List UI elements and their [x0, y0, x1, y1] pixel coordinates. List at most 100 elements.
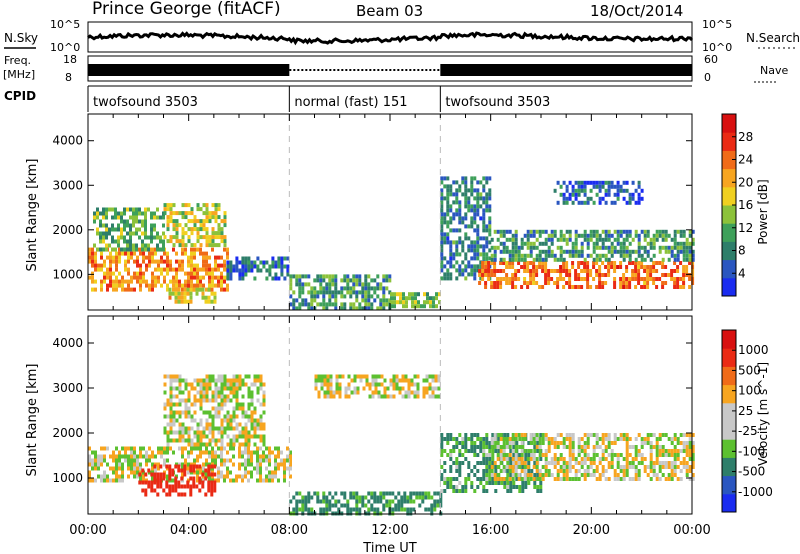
power-cell	[440, 252, 444, 257]
power-cell	[505, 261, 509, 265]
velocity-cell	[511, 477, 515, 481]
power-cell	[193, 227, 197, 232]
velocity-cell	[523, 437, 527, 441]
power-cell	[132, 231, 135, 236]
power-cell	[220, 255, 223, 260]
power-cell	[156, 243, 159, 248]
power-cell	[613, 277, 617, 281]
power-cell	[370, 306, 374, 311]
power-cell	[120, 231, 123, 236]
power-cell	[142, 255, 145, 260]
velocity-cell	[213, 488, 217, 493]
velocity-cell	[172, 378, 176, 383]
power-cell	[151, 287, 154, 292]
velocity-cell	[544, 437, 548, 441]
freq-unit-label: [MHz]	[3, 68, 35, 81]
power-cell	[607, 192, 611, 197]
power-cell	[277, 264, 281, 269]
velocity-cell	[235, 438, 239, 443]
power-cell	[105, 223, 108, 228]
velocity-cell	[259, 478, 262, 483]
power-cell	[111, 247, 114, 252]
power-cell	[532, 257, 536, 262]
power-cell	[286, 256, 290, 261]
velocity-cell	[682, 433, 686, 437]
power-cell	[449, 276, 453, 281]
power-colorbar-label: Power [dB]	[756, 179, 770, 244]
power-cell	[643, 257, 647, 262]
power-cell	[123, 235, 126, 240]
power-cell	[685, 245, 689, 250]
velocity-cell	[440, 453, 444, 457]
velocity-cell	[476, 461, 480, 465]
velocity-cell	[452, 485, 456, 489]
power-cell	[364, 306, 368, 311]
power-cell	[580, 184, 584, 189]
power-cell	[541, 241, 545, 246]
power-cell	[262, 264, 266, 269]
velocity-cell	[637, 477, 641, 481]
velocity-cell	[168, 472, 172, 477]
velocity-cell	[425, 386, 429, 391]
power-cell	[640, 261, 644, 265]
power-cell	[464, 212, 468, 217]
velocity-cell	[169, 390, 173, 395]
power-cell	[123, 219, 126, 224]
velocity-cell	[142, 446, 145, 451]
velocity-cell	[256, 450, 259, 455]
power-cell	[156, 207, 159, 212]
velocity-cell	[150, 480, 154, 485]
power-cell	[313, 290, 317, 295]
velocity-cell	[313, 491, 317, 496]
velocity-cell	[559, 477, 563, 481]
power-cell	[340, 294, 344, 299]
velocity-cell	[458, 489, 462, 493]
velocity-cell	[490, 441, 494, 445]
power-cell	[538, 229, 542, 234]
velocity-cell	[181, 454, 184, 459]
power-cell	[583, 188, 587, 193]
velocity-cell	[532, 433, 536, 437]
power-cell	[112, 287, 115, 292]
power-cell	[289, 294, 293, 299]
velocity-cell	[220, 402, 224, 407]
power-cell	[115, 259, 118, 264]
velocity-cell	[232, 414, 236, 419]
power-cell	[343, 306, 347, 311]
velocity-cell	[319, 507, 323, 512]
power-cell	[526, 285, 530, 289]
velocity-cell	[637, 433, 641, 437]
velocity-cell	[379, 499, 383, 504]
power-cell	[432, 304, 435, 309]
velocity-cell	[622, 473, 626, 477]
power-cell	[253, 260, 257, 265]
velocity-cell	[691, 449, 695, 453]
velocity-cell	[189, 488, 193, 493]
power-cell	[184, 243, 188, 248]
velocity-cell	[553, 453, 557, 457]
power-cell	[199, 247, 202, 252]
velocity-cell	[133, 474, 136, 479]
power-cell	[625, 229, 629, 234]
velocity-cell	[244, 430, 248, 435]
velocity-cell	[601, 473, 605, 477]
power-cell	[574, 188, 578, 193]
velocity-cell	[199, 382, 203, 387]
velocity-cell	[223, 458, 226, 463]
velocity-cell	[464, 457, 468, 461]
power-cell	[382, 290, 386, 295]
velocity-cell	[523, 473, 527, 477]
velocity-cell	[232, 394, 236, 399]
power-cell	[178, 243, 182, 248]
power-cell	[226, 247, 229, 252]
velocity-cell	[485, 445, 489, 449]
power-cell	[361, 286, 365, 291]
velocity-cell	[208, 430, 212, 435]
velocity-cell	[533, 485, 537, 489]
velocity-cell	[685, 441, 689, 445]
power-cell	[571, 265, 575, 269]
power-cell	[673, 285, 677, 289]
velocity-cell	[217, 414, 221, 419]
velocity-cell	[244, 438, 248, 443]
velocity-cell	[189, 464, 193, 469]
